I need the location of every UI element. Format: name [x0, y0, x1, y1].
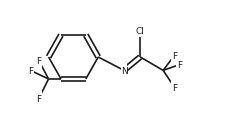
Bar	[36, 54, 42, 68]
Bar	[121, 64, 127, 78]
Text: F: F	[37, 94, 42, 103]
Text: F: F	[37, 57, 42, 66]
Bar	[135, 24, 146, 38]
Bar	[171, 49, 178, 63]
Bar	[36, 91, 42, 105]
Text: N: N	[121, 66, 127, 75]
Text: Cl: Cl	[136, 27, 145, 35]
Bar	[171, 81, 178, 95]
Bar	[176, 58, 183, 72]
Text: F: F	[172, 51, 177, 60]
Bar	[27, 64, 34, 78]
Text: F: F	[177, 61, 182, 70]
Text: F: F	[28, 66, 33, 75]
Text: F: F	[172, 83, 177, 92]
